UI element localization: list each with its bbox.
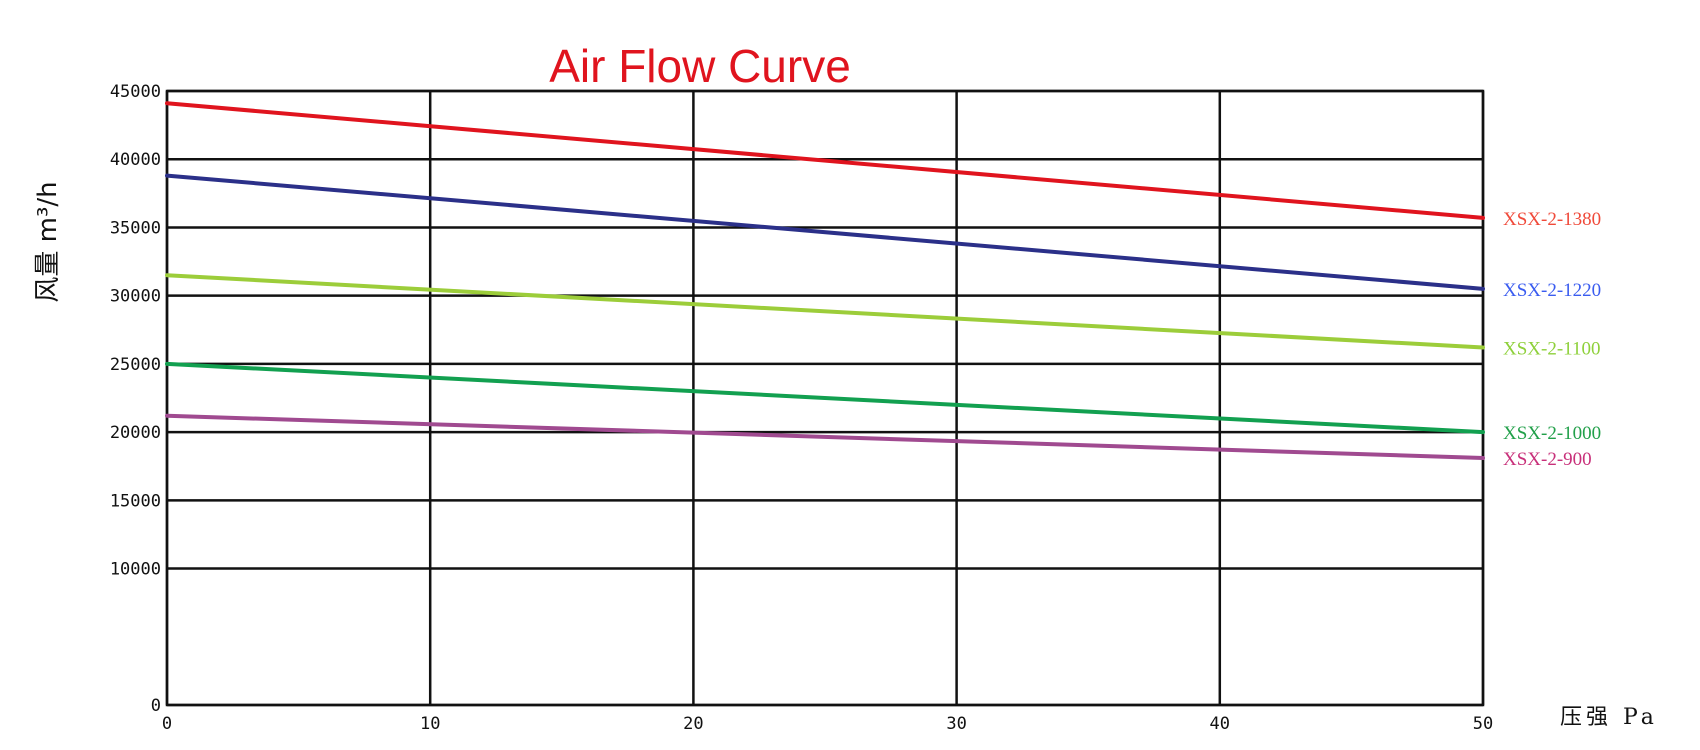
x-tick-label: 20 xyxy=(683,714,703,734)
x-tick-label: 40 xyxy=(1210,714,1230,734)
x-tick-label: 10 xyxy=(420,714,440,734)
chart-labels: XSX-2-1380 XSX-2-1220 XSX-2-1100 XSX-2-1000… xyxy=(1503,209,1601,470)
series-label: XSX-2-1380 xyxy=(1503,209,1601,230)
y-tick-label: 20000 xyxy=(110,423,161,443)
series-line xyxy=(165,273,1485,350)
series-line xyxy=(165,101,1485,220)
series-line xyxy=(165,413,1485,461)
x-tick-label: 50 xyxy=(1473,714,1493,734)
x-tick-label: 30 xyxy=(946,714,966,734)
y-tick-label: 10000 xyxy=(110,560,161,580)
y-tick-label: 35000 xyxy=(110,218,161,238)
series-line xyxy=(165,173,1485,291)
y-axis-label: 风量 m³/h xyxy=(33,181,63,302)
plot-frame xyxy=(165,89,1485,707)
series-label: XSX-2-900 xyxy=(1503,449,1592,470)
y-tick-label: 40000 xyxy=(110,150,161,170)
x-tick-label: 0 xyxy=(162,714,172,734)
series-label: XSX-2-1100 xyxy=(1503,339,1600,360)
chart-grid xyxy=(165,89,1485,707)
chart-title: Air Flow Curve xyxy=(549,40,851,92)
y-tick-label: 25000 xyxy=(110,355,161,375)
series-line xyxy=(165,361,1485,435)
chart-series xyxy=(165,101,1485,461)
y-tick-label: 45000 xyxy=(110,82,161,102)
y-tick-label: 15000 xyxy=(110,491,161,511)
x-axis-label: 压强 Pa xyxy=(1560,705,1658,730)
y-tick-label: 30000 xyxy=(110,287,161,307)
y-tick-label: 0 xyxy=(151,696,161,716)
series-label: XSX-2-1000 xyxy=(1503,423,1601,444)
series-label: XSX-2-1220 xyxy=(1503,280,1601,301)
chart-axes: 0 10000 15000 20000 25000 30000 35000 40000 4500… xyxy=(33,82,1658,734)
